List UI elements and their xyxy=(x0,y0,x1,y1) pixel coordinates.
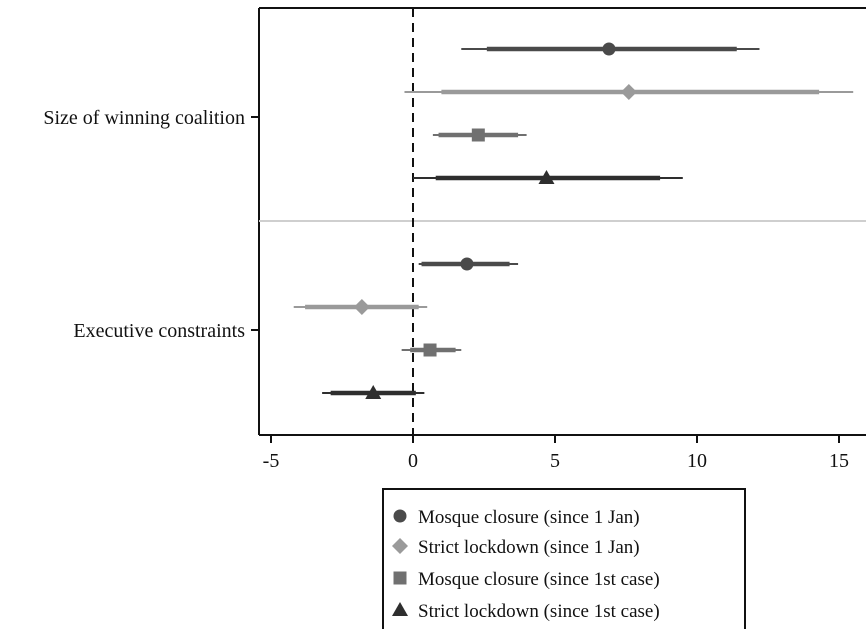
legend-label: Mosque closure (since 1st case) xyxy=(418,569,660,590)
estimate-row xyxy=(322,385,425,399)
point-estimate-marker xyxy=(460,257,474,271)
x-tick-label: 5 xyxy=(550,450,560,472)
point-estimate-marker xyxy=(538,170,555,184)
point-estimate-marker xyxy=(423,343,437,357)
legend-label: Strict lockdown (since 1 Jan) xyxy=(418,537,640,558)
estimate-row xyxy=(418,257,519,271)
point-estimate-marker xyxy=(365,385,382,399)
point-estimate-marker xyxy=(620,84,637,100)
point-estimate-marker xyxy=(602,42,616,56)
legend-item: Strict lockdown (since 1 Jan) xyxy=(392,537,640,558)
legend-marker xyxy=(392,602,408,616)
y-group-label: Size of winning coalition xyxy=(43,107,245,129)
estimate-row xyxy=(413,170,683,184)
legend-label: Mosque closure (since 1 Jan) xyxy=(418,507,640,528)
point-estimate-marker xyxy=(353,299,370,315)
estimate-row xyxy=(461,42,760,56)
x-tick-label: 15 xyxy=(829,450,849,472)
legend-marker xyxy=(393,509,407,523)
estimate-row xyxy=(401,343,462,357)
x-tick-label: -5 xyxy=(263,450,280,472)
x-tick-label: 10 xyxy=(687,450,707,472)
legend-box xyxy=(382,488,746,629)
x-tick-label: 0 xyxy=(408,450,418,472)
legend-item: Strict lockdown (since 1st case) xyxy=(392,601,660,622)
legend-label: Strict lockdown (since 1st case) xyxy=(418,601,660,622)
legend-item: Mosque closure (since 1st case) xyxy=(393,569,660,590)
legend-item: Mosque closure (since 1 Jan) xyxy=(393,507,640,528)
y-group-label: Executive constraints xyxy=(73,320,245,342)
legend-marker xyxy=(392,538,408,554)
point-estimate-marker xyxy=(471,128,485,142)
estimate-row xyxy=(293,299,428,315)
legend-marker xyxy=(393,571,407,585)
estimate-row xyxy=(404,84,854,100)
estimate-row xyxy=(432,128,527,142)
legend: Mosque closure (since 1 Jan) Strict lockd… xyxy=(382,488,746,629)
